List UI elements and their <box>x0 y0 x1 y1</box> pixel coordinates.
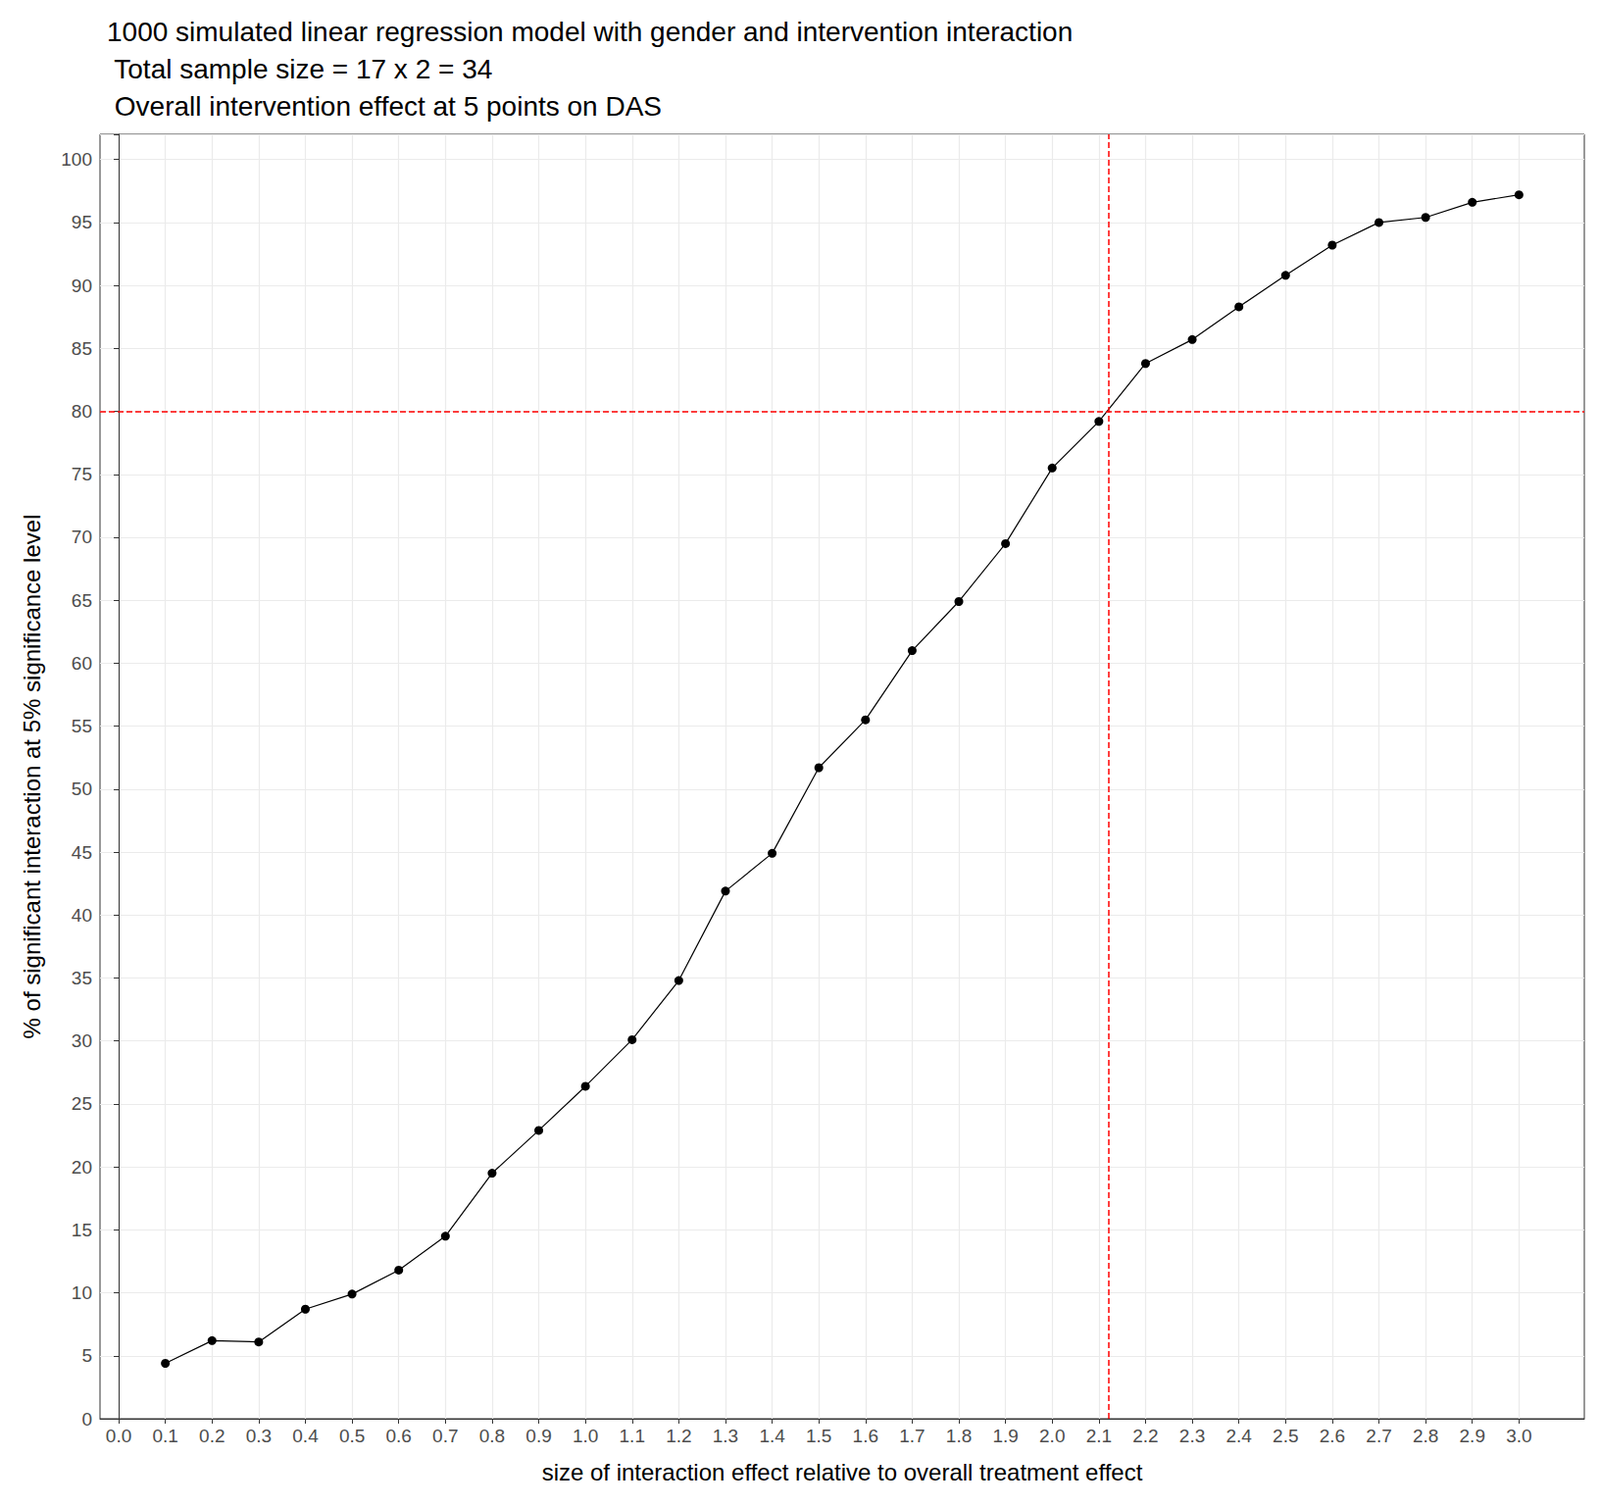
svg-text:10: 10 <box>71 1282 93 1303</box>
svg-text:1.7: 1.7 <box>899 1425 925 1447</box>
svg-text:80: 80 <box>71 400 93 422</box>
svg-text:60: 60 <box>71 652 93 674</box>
svg-text:1.8: 1.8 <box>946 1425 972 1447</box>
svg-text:95: 95 <box>71 211 93 233</box>
svg-text:2.2: 2.2 <box>1132 1425 1158 1447</box>
svg-text:90: 90 <box>71 275 93 297</box>
svg-text:1000 simulated linear regressi: 1000 simulated linear regression model w… <box>106 16 1073 48</box>
svg-text:45: 45 <box>71 842 93 863</box>
svg-text:1.0: 1.0 <box>572 1425 599 1447</box>
svg-text:Overall intervention effect at: Overall intervention effect at 5 points … <box>106 91 662 122</box>
svg-text:0.0: 0.0 <box>105 1425 132 1447</box>
svg-text:0.9: 0.9 <box>525 1425 551 1447</box>
svg-text:15: 15 <box>71 1219 93 1241</box>
svg-text:% of significant interaction a: % of significant interaction at 5% signi… <box>18 514 46 1040</box>
svg-text:65: 65 <box>71 590 93 611</box>
svg-text:0.6: 0.6 <box>385 1425 411 1447</box>
svg-text:1.1: 1.1 <box>619 1425 646 1447</box>
svg-text:100: 100 <box>60 149 93 170</box>
svg-text:size of interaction effect rel: size of interaction effect relative to o… <box>542 1458 1144 1486</box>
svg-text:3.0: 3.0 <box>1505 1425 1532 1447</box>
svg-text:75: 75 <box>71 463 93 485</box>
svg-text:1.2: 1.2 <box>665 1425 692 1447</box>
svg-text:35: 35 <box>71 967 93 989</box>
svg-text:0.4: 0.4 <box>292 1425 319 1447</box>
svg-text:0: 0 <box>81 1408 93 1430</box>
svg-text:2.7: 2.7 <box>1365 1425 1392 1447</box>
svg-text:0.3: 0.3 <box>246 1425 272 1447</box>
svg-text:2.9: 2.9 <box>1459 1425 1486 1447</box>
svg-text:2.0: 2.0 <box>1039 1425 1065 1447</box>
svg-text:Total sample size = 17 x 2 = 3: Total sample size = 17 x 2 = 34 <box>106 53 493 85</box>
svg-text:2.1: 2.1 <box>1086 1425 1112 1447</box>
svg-text:2.6: 2.6 <box>1319 1425 1346 1447</box>
svg-text:25: 25 <box>71 1093 93 1114</box>
svg-text:2.8: 2.8 <box>1412 1425 1439 1447</box>
svg-text:2.4: 2.4 <box>1225 1425 1252 1447</box>
svg-text:5: 5 <box>81 1345 93 1366</box>
svg-text:30: 30 <box>71 1030 93 1051</box>
svg-text:2.5: 2.5 <box>1272 1425 1299 1447</box>
svg-text:40: 40 <box>71 904 93 926</box>
svg-text:1.4: 1.4 <box>758 1425 786 1447</box>
svg-text:0.5: 0.5 <box>339 1425 365 1447</box>
svg-text:1.3: 1.3 <box>712 1425 739 1447</box>
svg-text:1.5: 1.5 <box>805 1425 832 1447</box>
svg-text:0.8: 0.8 <box>479 1425 505 1447</box>
svg-text:1.6: 1.6 <box>852 1425 879 1447</box>
svg-text:2.3: 2.3 <box>1179 1425 1205 1447</box>
svg-text:0.2: 0.2 <box>199 1425 225 1447</box>
svg-text:85: 85 <box>71 338 93 359</box>
svg-text:70: 70 <box>71 526 93 548</box>
svg-text:1.9: 1.9 <box>992 1425 1018 1447</box>
svg-text:50: 50 <box>71 778 93 800</box>
svg-text:20: 20 <box>71 1156 93 1178</box>
svg-text:0.1: 0.1 <box>151 1425 178 1447</box>
svg-text:55: 55 <box>71 715 93 737</box>
svg-text:0.7: 0.7 <box>432 1425 458 1447</box>
